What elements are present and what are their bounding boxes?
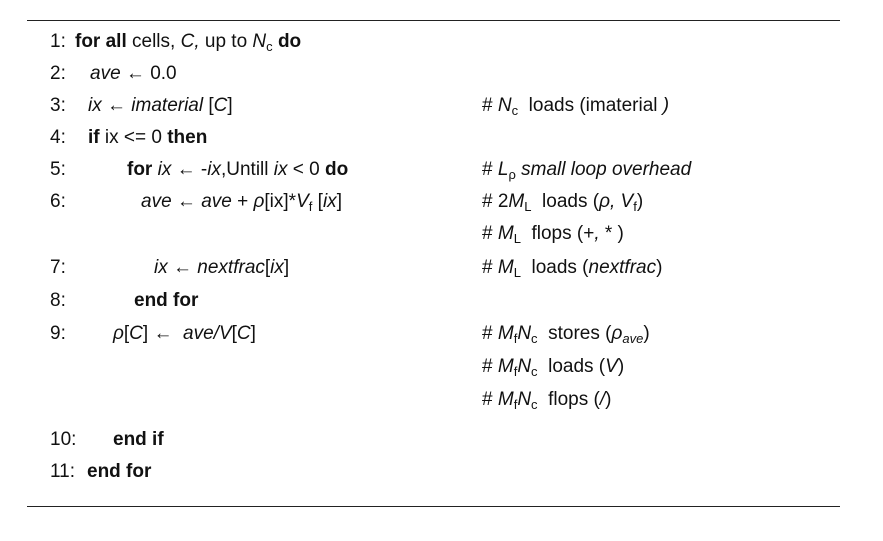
algorithm-line-1: 1: for all cells, C, up to Nc do [50, 30, 301, 54]
algorithm-line-2: 2: ave ← 0.0 [50, 62, 177, 86]
comment-text: # 2ML loads (ρ, Vf) [482, 191, 644, 214]
code-text: for all cells, C, up to Nc do [75, 31, 302, 54]
comment-text: # ML loads (nextfrac) [482, 257, 663, 280]
line-number: 10: [50, 429, 77, 450]
line-number: 9: [50, 323, 66, 344]
comment-text: # ML flops (+, * ) [482, 223, 624, 246]
line-number: 7: [50, 257, 66, 278]
comment-text: # MfNc loads (V) [482, 356, 625, 379]
code-text: end for [87, 461, 152, 482]
algorithm-line-8: 8: end for [50, 289, 198, 313]
line-number: 8: [50, 290, 66, 311]
algorithm-line-6: 6: ave ← ave + ρ[ix]*Vf [ix] # 2ML loads… [50, 190, 840, 214]
algorithm-line-5: 5: for ix ← -ix,Untill ix < 0 do # Lρ sm… [50, 158, 840, 182]
line-number: 4: [50, 127, 66, 148]
code-text: ix ← nextfrac[ix] [154, 257, 290, 278]
comment-text: # MfNc flops (/) [482, 389, 612, 412]
line-number: 6: [50, 191, 66, 212]
algorithm-line-6-comment-2: # ML flops (+, * ) [482, 222, 624, 246]
algorithm-line-9-comment-3: # MfNc flops (/) [482, 388, 611, 412]
algorithm-line-4: 4: if ix <= 0 then [50, 126, 207, 150]
comment-text: # Lρ small loop overhead [482, 159, 692, 182]
code-text: if ix <= 0 then [88, 127, 208, 148]
line-number: 11: [50, 461, 76, 482]
algorithm-line-3: 3: ix ← imaterial [C] # Nc loads (imater… [50, 94, 840, 118]
code-text: for ix ← -ix,Untill ix < 0 do [127, 159, 349, 180]
code-text: end if [113, 429, 164, 450]
line-number: 5: [50, 159, 66, 180]
comment-text: # Nc loads (imaterial ) [482, 95, 670, 118]
bottom-rule [27, 506, 840, 507]
code-text: ρ[C] ← ave/V[C] [113, 323, 256, 344]
algorithm-line-9-comment-2: # MfNc loads (V) [482, 355, 624, 379]
top-rule [27, 20, 840, 21]
code-text: ix ← imaterial [C] [88, 95, 233, 116]
algorithm-line-11: 11: end for [50, 460, 151, 484]
code-text: ave ← 0.0 [90, 63, 177, 84]
code-text: ave ← ave + ρ[ix]*Vf [ix] [141, 191, 342, 214]
algorithm-line-9: 9: ρ[C] ← ave/V[C] # MfNc stores (ρave) [50, 322, 840, 346]
line-number: 3: [50, 95, 66, 116]
line-number: 1: [50, 31, 66, 52]
algorithm-line-10: 10: end if [50, 428, 164, 452]
comment-text: # MfNc stores (ρave) [482, 323, 650, 346]
line-number: 2: [50, 63, 66, 84]
algorithm-line-7: 7: ix ← nextfrac[ix] # ML loads (nextfra… [50, 256, 840, 280]
code-text: end for [134, 290, 199, 311]
